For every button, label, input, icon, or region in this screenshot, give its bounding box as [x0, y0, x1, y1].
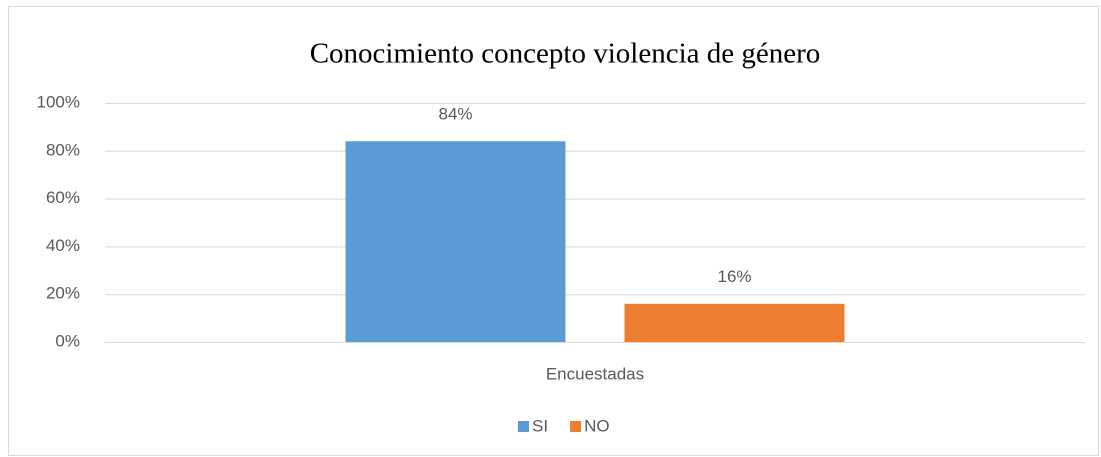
y-tick-label: 80%	[46, 140, 80, 159]
y-tick-label: 0%	[55, 331, 80, 350]
y-tick-label: 40%	[46, 236, 80, 255]
legend-label: NO	[584, 416, 610, 435]
legend-label: SI	[532, 416, 548, 435]
bar	[624, 303, 845, 342]
legend-swatch	[518, 421, 529, 432]
y-tick-label: 100%	[37, 92, 80, 111]
y-tick-label: 20%	[46, 284, 80, 303]
legend-swatch	[570, 421, 582, 432]
y-tick-label: 60%	[46, 188, 80, 207]
data-label: 84%	[438, 105, 472, 124]
data-label: 16%	[717, 267, 751, 286]
chart-title: Conocimiento concepto violencia de géner…	[310, 38, 821, 70]
bar	[345, 141, 566, 342]
x-tick-label: Encuestadas	[546, 364, 644, 383]
